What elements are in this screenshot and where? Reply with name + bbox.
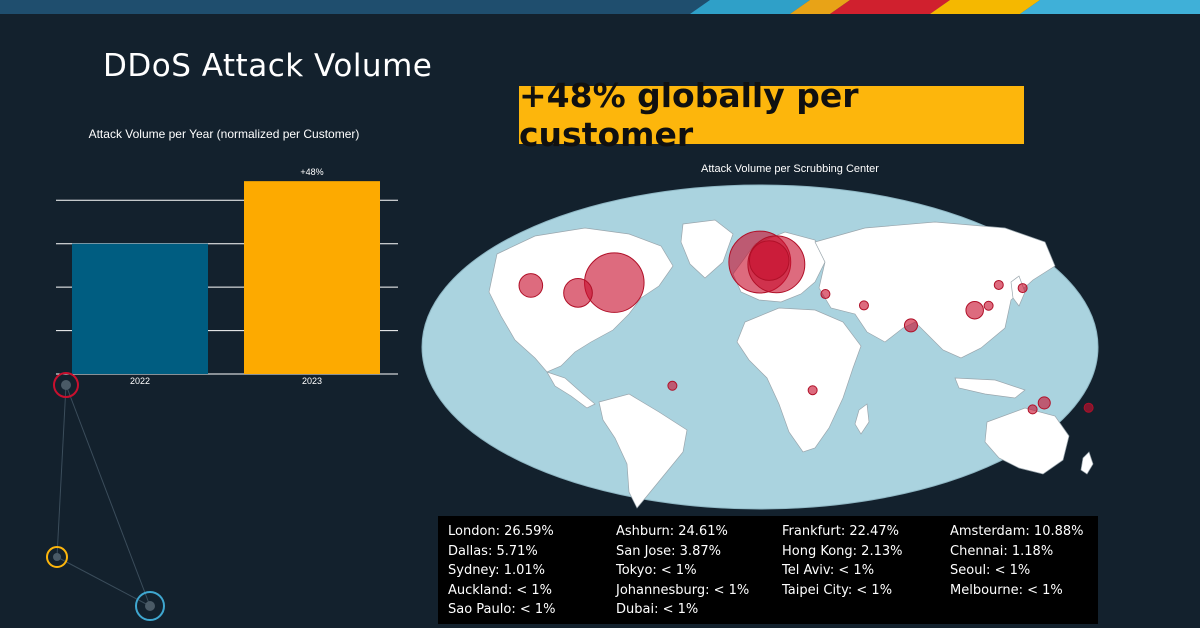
bubble-san-jose [518, 273, 544, 298]
bubble-tel-aviv [820, 289, 831, 300]
legend-entry: Auckland: < 1% [448, 582, 553, 598]
bubble-ashburn [584, 252, 645, 313]
legend-entry [950, 600, 1100, 620]
bubble-sao-paulo [667, 380, 678, 391]
legend-entry [782, 600, 950, 620]
decorative-network [46, 372, 165, 621]
bubble-amsterdam [748, 240, 790, 281]
world-map [421, 184, 1099, 510]
legend-entry: Melbourne: < 1% [950, 582, 1063, 598]
map-bubbles [518, 230, 1094, 415]
top-accent-bar [0, 0, 1200, 14]
bar-chart: Attack Volume per Year (normalized per C… [56, 127, 398, 386]
map-chart-title: Attack Volume per Scrubbing Center [701, 163, 879, 175]
bubble-sydney [1037, 396, 1051, 410]
legend-entry: Ashburn: 24.61% [616, 524, 728, 539]
bubble-taipei-city [983, 300, 994, 311]
city-legend-grid: London: 26.59% Ashburn: 24.61% Frankfurt: … [448, 522, 1098, 620]
x-tick-label: 2022 [130, 376, 150, 386]
legend-entry: Sydney: 1.01% [448, 563, 545, 579]
legend-entry: Dubai: < 1% [616, 602, 699, 618]
legend-entry: Tokyo: < 1% [616, 563, 697, 579]
bar-2023 [244, 181, 380, 374]
bubble-tokyo [1017, 283, 1028, 294]
bubble-melbourne [1027, 404, 1038, 415]
x-tick-label: 2023 [302, 376, 322, 386]
legend-entry: Sao Paulo: < 1% [448, 602, 556, 618]
legend-entry: Johannesburg: < 1% [616, 582, 750, 598]
bubble-chennai [903, 318, 918, 333]
legend-entry: Frankfurt: 22.47% [782, 524, 899, 539]
legend-entry: Seoul: < 1% [950, 563, 1031, 579]
legend-entry: San Jose: 3.87% [616, 543, 721, 559]
bar-2022 [72, 243, 208, 374]
bubble-seoul [993, 279, 1004, 290]
yellow-node-icon [46, 546, 68, 568]
city-legend: London: 26.59% Ashburn: 24.61% Frankfurt: … [438, 516, 1098, 624]
legend-entry: Taipei City: < 1% [782, 582, 893, 598]
bar-chart-title: Attack Volume per Year (normalized per C… [89, 127, 360, 141]
bar-chart-labels: 2022 2023 +48% [130, 167, 324, 386]
headline-banner: +48% globally per customer [519, 76, 1024, 154]
bubble-auckland [1083, 402, 1094, 413]
bubble-dubai [858, 300, 869, 311]
legend-entry: Dallas: 5.71% [448, 543, 538, 559]
bubble-dallas [563, 278, 593, 308]
bubble-johannesburg [807, 385, 818, 396]
slide-title: DDoS Attack Volume [103, 48, 433, 84]
red-node-icon [53, 372, 79, 398]
legend-entry: Amsterdam: 10.88% [950, 524, 1084, 539]
bubble-hong-kong [965, 300, 984, 320]
bar-chart-bars [72, 181, 380, 374]
legend-entry: Chennai: 1.18% [950, 543, 1054, 559]
legend-entry: London: 26.59% [448, 524, 554, 539]
legend-entry: Tel Aviv: < 1% [782, 563, 875, 579]
bar-data-label: +48% [300, 167, 323, 177]
legend-entry: Hong Kong: 2.13% [782, 543, 903, 559]
blue-node-icon [135, 591, 165, 621]
